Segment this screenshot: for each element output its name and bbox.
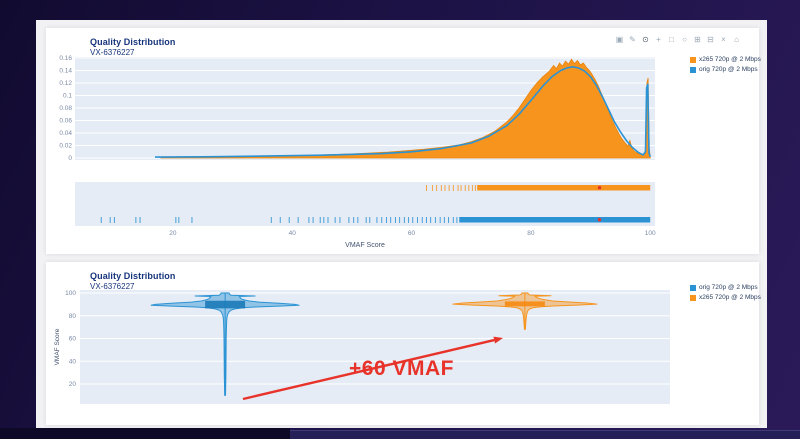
legend-swatch-icon bbox=[690, 56, 696, 63]
chart-title: Quality Distribution bbox=[90, 37, 176, 47]
zoom-out-icon[interactable]: ⊟ bbox=[707, 35, 714, 44]
edit-icon[interactable]: ✎ bbox=[629, 35, 636, 44]
violin-point bbox=[224, 360, 227, 363]
box-select-icon[interactable]: □ bbox=[669, 35, 674, 44]
plot-modebar: ▣ ✎ ⊙ + □ ○ ⊞ ⊟ × ⌂ bbox=[615, 35, 741, 44]
density-line-orig bbox=[154, 66, 651, 158]
y-axis-title: VMAF Score bbox=[54, 328, 61, 365]
vmaf-gain-annotation: +60 VMAF bbox=[349, 357, 454, 380]
download-plot-icon[interactable]: ▣ bbox=[615, 35, 624, 44]
report-page: 0 0.02 0.04 0.06 0.08 0.1 0.12 0.14 0.16 20 40 60 80… bbox=[36, 20, 767, 428]
legend-swatch-icon bbox=[690, 284, 696, 291]
violin-point bbox=[224, 369, 227, 372]
violin-panel[interactable] bbox=[80, 290, 670, 404]
y-tick-label: 0.08 bbox=[59, 105, 72, 112]
chart-subtitle: VX-6376227 bbox=[90, 282, 135, 291]
x-tick-label: 60 bbox=[408, 230, 416, 237]
lasso-select-icon[interactable]: ○ bbox=[682, 35, 687, 44]
y-tick-label: 0.14 bbox=[59, 68, 72, 75]
y-tick-label: 80 bbox=[69, 313, 77, 320]
y-tick-label: 0.1 bbox=[63, 93, 72, 100]
y-tick-label: 20 bbox=[69, 381, 77, 388]
legend-item[interactable]: x265 720p @ 2 Mbps bbox=[690, 56, 761, 63]
y-tick-label: 40 bbox=[69, 358, 77, 365]
legend-item[interactable]: x265 720p @ 2 Mbps bbox=[690, 294, 761, 301]
violin-point bbox=[224, 364, 227, 367]
legend-swatch-icon bbox=[690, 294, 696, 301]
zoom-icon[interactable]: ⊙ bbox=[642, 35, 649, 44]
y-tick-label: 0 bbox=[68, 155, 72, 162]
rug-highlight-dot bbox=[597, 186, 602, 190]
chart-subtitle: VX-6376227 bbox=[90, 48, 135, 57]
x-tick-label: 100 bbox=[645, 230, 656, 237]
y-tick-label: 0.06 bbox=[59, 118, 72, 125]
legend-label: x265 720p @ 2 Mbps bbox=[699, 56, 761, 63]
pan-icon[interactable]: + bbox=[656, 35, 661, 44]
violin-shape bbox=[452, 292, 598, 330]
density-area-x265 bbox=[160, 58, 651, 159]
y-tick-label: 60 bbox=[69, 336, 77, 343]
rug-solid-band bbox=[459, 217, 651, 223]
violin-point bbox=[224, 382, 227, 385]
annotation-arrow-line bbox=[242, 338, 495, 401]
autoscale-icon[interactable]: × bbox=[721, 35, 726, 44]
violin-point bbox=[224, 379, 227, 382]
plot-legend: x265 720p @ 2 Mbps orig 720p @ 2 Mbps bbox=[690, 56, 761, 73]
violin-point bbox=[224, 374, 227, 376]
violin-point bbox=[224, 367, 227, 369]
y-tick-label: 0.12 bbox=[59, 80, 72, 87]
plot-legend: orig 720p @ 2 Mbps x265 720p @ 2 Mbps bbox=[690, 284, 761, 301]
y-tick-label: 0.02 bbox=[59, 143, 72, 150]
chart-title: Quality Distribution bbox=[90, 271, 176, 281]
legend-label: orig 720p @ 2 Mbps bbox=[699, 284, 758, 291]
x-tick-label: 40 bbox=[289, 230, 297, 237]
legend-label: x265 720p @ 2 Mbps bbox=[699, 294, 761, 301]
x-tick-label: 80 bbox=[527, 230, 535, 237]
violin-box bbox=[504, 301, 545, 307]
x-tick-label: 20 bbox=[169, 230, 177, 237]
y-tick-label: 0.04 bbox=[59, 130, 72, 137]
legend-label: orig 720p @ 2 Mbps bbox=[699, 66, 758, 73]
violin-point bbox=[224, 385, 227, 388]
legend-item[interactable]: orig 720p @ 2 Mbps bbox=[690, 66, 761, 73]
rug-solid-band bbox=[477, 185, 651, 191]
y-tick-label: 0.16 bbox=[59, 55, 72, 62]
background-strip-right bbox=[290, 430, 800, 439]
violin-box bbox=[205, 300, 246, 309]
violin-point bbox=[224, 358, 227, 360]
vmaf-violin-plot[interactable]: 20 40 60 80 100 VMAF Score bbox=[46, 262, 759, 425]
x-axis-title: VMAF Score bbox=[345, 242, 385, 249]
rug-highlight-dot bbox=[597, 218, 602, 222]
violin-point bbox=[224, 353, 227, 356]
violin-point bbox=[224, 362, 227, 365]
violin-point bbox=[224, 371, 227, 374]
violin-point bbox=[224, 391, 227, 393]
violin-point bbox=[224, 355, 227, 358]
zoom-in-icon[interactable]: ⊞ bbox=[694, 35, 701, 44]
legend-item[interactable]: orig 720p @ 2 Mbps bbox=[690, 284, 761, 291]
background-strip-left bbox=[0, 428, 290, 439]
annotation-arrow-head bbox=[493, 336, 503, 344]
violin-point bbox=[224, 351, 227, 354]
violin-point bbox=[224, 376, 227, 379]
violin-point bbox=[224, 346, 227, 349]
y-tick-label: 100 bbox=[65, 290, 76, 297]
reset-axes-icon[interactable]: ⌂ bbox=[734, 35, 739, 44]
violin-point bbox=[224, 348, 227, 351]
violin-point bbox=[224, 388, 227, 391]
violin-card: 20 40 60 80 100 VMAF Score Quality Distributi… bbox=[46, 262, 761, 425]
vmaf-histogram-plot[interactable]: 0 0.02 0.04 0.06 0.08 0.1 0.12 0.14 0.16 20 40 60 80… bbox=[46, 28, 759, 254]
violin-point bbox=[224, 393, 227, 396]
legend-swatch-icon bbox=[690, 66, 696, 73]
histogram-card: 0 0.02 0.04 0.06 0.08 0.1 0.12 0.14 0.16 20 40 60 80… bbox=[46, 28, 761, 254]
